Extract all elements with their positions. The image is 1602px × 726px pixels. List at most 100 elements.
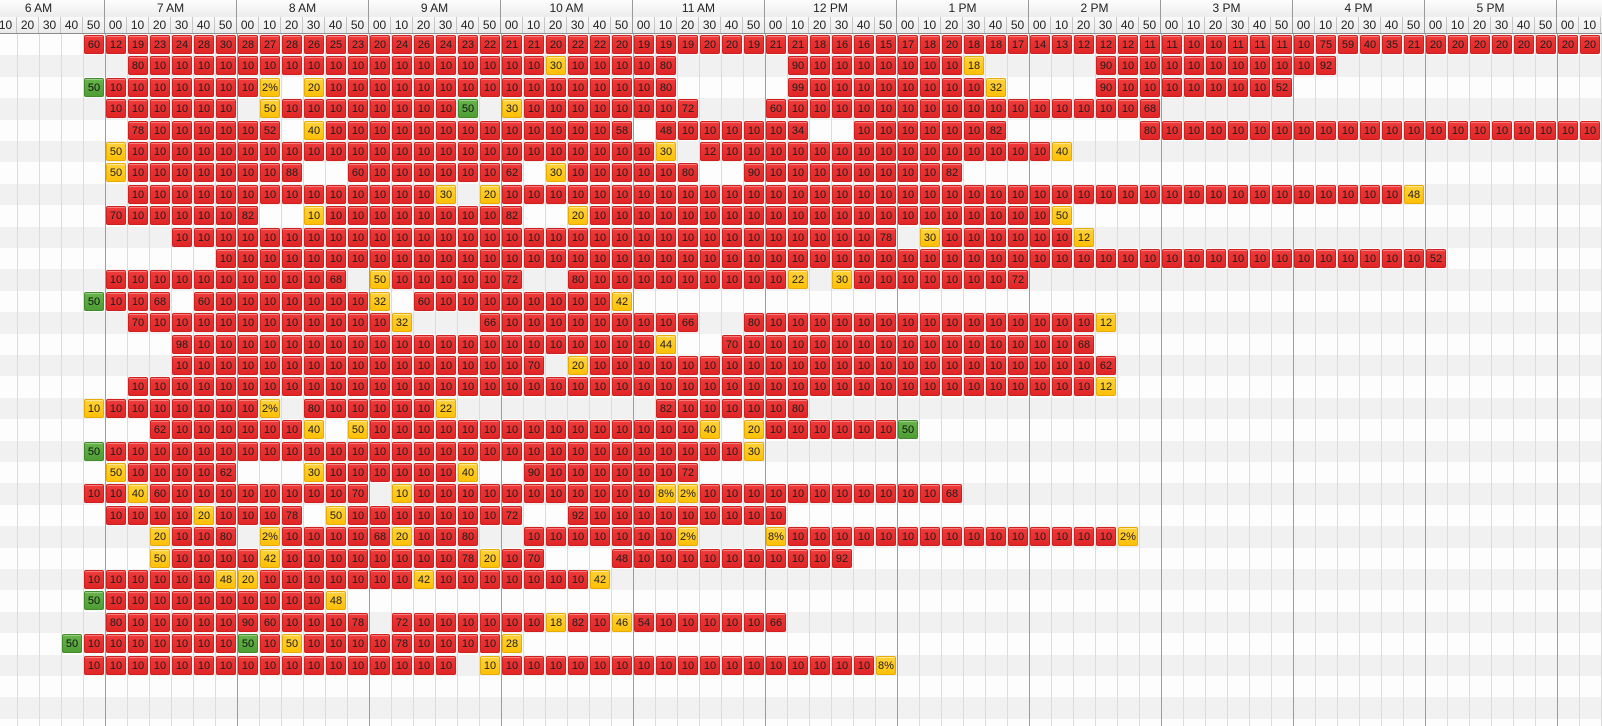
schedule-cell[interactable]: 10 (194, 142, 214, 161)
schedule-cell[interactable]: 10 (106, 99, 126, 119)
schedule-cell[interactable]: 10 (1250, 56, 1270, 76)
schedule-cell[interactable]: 10 (722, 505, 742, 525)
schedule-cell[interactable]: 10 (480, 420, 500, 440)
schedule-cell[interactable]: 10 (238, 377, 258, 397)
schedule-cell[interactable]: 22 (480, 35, 500, 54)
schedule-cell[interactable]: 52 (260, 120, 280, 140)
schedule-cell[interactable]: 10 (1118, 56, 1138, 76)
schedule-cell[interactable]: 24 (436, 35, 456, 54)
schedule-cell[interactable]: 10 (568, 291, 588, 311)
schedule-cell[interactable]: 10 (260, 313, 280, 333)
schedule-cell[interactable]: 10 (172, 420, 192, 440)
schedule-cell[interactable]: 10 (832, 99, 852, 119)
schedule-cell[interactable]: 40 (458, 463, 478, 482)
schedule-cell[interactable]: 10 (1008, 184, 1028, 204)
schedule-cell[interactable]: 80 (656, 56, 676, 76)
schedule-cell[interactable]: 10 (788, 420, 808, 440)
schedule-cell[interactable]: 10 (370, 227, 390, 247)
schedule-cell[interactable]: 10 (524, 227, 544, 247)
schedule-cell[interactable]: 10 (590, 484, 610, 504)
schedule-cell[interactable]: 20 (546, 35, 566, 54)
schedule-cell[interactable]: 12 (1096, 35, 1116, 54)
schedule-cell[interactable]: 10 (194, 377, 214, 397)
schedule-cell[interactable]: 20 (194, 505, 214, 525)
schedule-cell[interactable]: 10 (84, 484, 104, 504)
schedule-cell[interactable]: 10 (590, 377, 610, 397)
schedule-cell[interactable]: 10 (612, 420, 632, 440)
schedule-cell[interactable]: 52 (1272, 77, 1292, 97)
schedule-cell[interactable]: 10 (1492, 120, 1512, 140)
schedule-cell[interactable]: 10 (1140, 249, 1160, 268)
schedule-cell[interactable]: 10 (502, 441, 522, 461)
schedule-cell[interactable]: 70 (722, 334, 742, 354)
schedule-cell[interactable]: 10 (326, 612, 346, 632)
schedule-cell[interactable]: 10 (964, 142, 984, 161)
schedule-cell[interactable]: 10 (260, 634, 280, 654)
schedule-cell[interactable]: 16 (832, 35, 852, 54)
schedule-cell[interactable]: 10 (1008, 227, 1028, 247)
schedule-cell[interactable]: 10 (920, 313, 940, 333)
schedule-cell[interactable]: 10 (832, 249, 852, 268)
schedule-cell[interactable]: 10 (788, 99, 808, 119)
schedule-cell[interactable]: 10 (502, 420, 522, 440)
schedule-cell[interactable]: 10 (502, 56, 522, 76)
schedule-cell[interactable]: 10 (128, 142, 148, 161)
schedule-cell[interactable]: 10 (898, 99, 918, 119)
schedule-cell[interactable]: 10 (326, 484, 346, 504)
schedule-cell[interactable]: 10 (942, 227, 962, 247)
schedule-cell[interactable]: 10 (920, 120, 940, 140)
schedule-cell[interactable]: 10 (678, 120, 698, 140)
schedule-cell[interactable]: 10 (370, 548, 390, 568)
schedule-cell[interactable]: 10 (260, 591, 280, 611)
schedule-cell[interactable]: 10 (238, 420, 258, 440)
schedule-cell[interactable]: 10 (898, 334, 918, 354)
schedule-cell[interactable]: 10 (1008, 99, 1028, 119)
schedule-cell[interactable]: 10 (238, 77, 258, 97)
schedule-cell[interactable]: 10 (414, 655, 434, 675)
schedule-cell[interactable]: 10 (304, 334, 324, 354)
schedule-cell[interactable]: 10 (84, 655, 104, 675)
schedule-cell[interactable]: 10 (1074, 313, 1094, 333)
schedule-cell[interactable]: 10 (942, 99, 962, 119)
schedule-cell[interactable]: 10 (964, 99, 984, 119)
schedule-cell[interactable]: 10 (876, 377, 896, 397)
schedule-cell[interactable]: 40 (700, 420, 720, 440)
schedule-cell[interactable]: 10 (260, 270, 280, 290)
schedule-cell[interactable]: 10 (194, 206, 214, 226)
schedule-cell[interactable]: 10 (150, 570, 170, 589)
schedule-cell[interactable]: 10 (370, 377, 390, 397)
schedule-cell[interactable]: 10 (766, 142, 786, 161)
schedule-cell[interactable]: 10 (216, 548, 236, 568)
schedule-cell[interactable]: 10 (282, 377, 302, 397)
schedule-cell[interactable]: 10 (194, 570, 214, 589)
schedule-cell[interactable]: 10 (832, 56, 852, 76)
schedule-cell[interactable]: 10 (722, 655, 742, 675)
schedule-cell[interactable]: 10 (172, 356, 192, 375)
schedule-cell[interactable]: 10 (326, 206, 346, 226)
schedule-cell[interactable]: 10 (326, 313, 346, 333)
schedule-cell[interactable]: 10 (1316, 120, 1336, 140)
schedule-cell[interactable]: 19 (744, 35, 764, 54)
schedule-cell[interactable]: 10 (1250, 120, 1270, 140)
schedule-cell[interactable]: 10 (348, 313, 368, 333)
schedule-cell[interactable]: 10 (216, 163, 236, 183)
schedule-cell[interactable]: 10 (788, 184, 808, 204)
schedule-cell[interactable]: 10 (392, 120, 412, 140)
schedule-cell[interactable]: 80 (678, 163, 698, 183)
schedule-cell[interactable]: 10 (876, 420, 896, 440)
schedule-cell[interactable]: 60 (766, 99, 786, 119)
schedule-cell[interactable]: 42 (414, 570, 434, 589)
schedule-cell[interactable]: 10 (194, 77, 214, 97)
schedule-cell[interactable]: 22 (568, 35, 588, 54)
schedule-cell[interactable]: 20 (1470, 35, 1490, 54)
schedule-cell[interactable]: 10 (106, 505, 126, 525)
schedule-cell[interactable]: 12 (1096, 377, 1116, 397)
schedule-cell[interactable]: 10 (678, 356, 698, 375)
schedule-cell[interactable]: 10 (216, 634, 236, 654)
schedule-cell[interactable]: 10 (590, 420, 610, 440)
schedule-cell[interactable]: 10 (920, 527, 940, 547)
schedule-cell[interactable]: 10 (1382, 120, 1402, 140)
schedule-cell[interactable]: 10 (524, 484, 544, 504)
schedule-cell[interactable]: 10 (744, 120, 764, 140)
schedule-cell[interactable]: 10 (832, 227, 852, 247)
